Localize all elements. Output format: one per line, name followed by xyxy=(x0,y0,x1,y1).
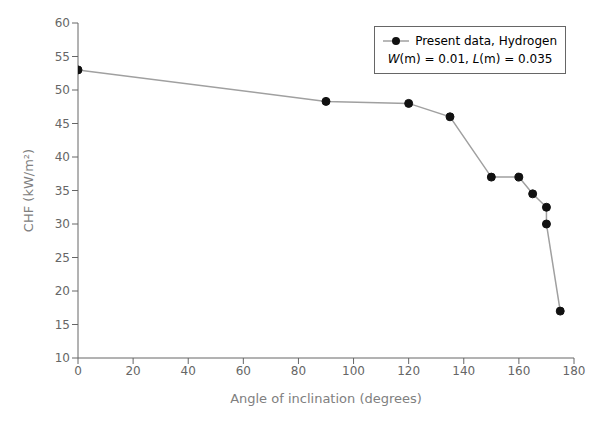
svg-text:80: 80 xyxy=(291,364,306,378)
svg-text:100: 100 xyxy=(342,364,365,378)
html-text:W (m) = 0.01, L (m) = 0.035: W (m) = 0.01, L (m) = 0.035 xyxy=(387,52,553,66)
svg-text:60: 60 xyxy=(55,16,70,30)
svg-text:180: 180 xyxy=(563,364,586,378)
svg-text:40: 40 xyxy=(55,150,70,164)
svg-text:15: 15 xyxy=(55,318,70,332)
svg-text:55: 55 xyxy=(55,50,70,64)
svg-text:CHF (kW/m²): CHF (kW/m²) xyxy=(21,149,36,232)
svg-text:25: 25 xyxy=(55,251,70,265)
svg-text:120: 120 xyxy=(397,364,420,378)
svg-text:30: 30 xyxy=(55,217,70,231)
svg-text:40: 40 xyxy=(181,364,196,378)
svg-text:0: 0 xyxy=(74,364,82,378)
svg-text:20: 20 xyxy=(125,364,140,378)
svg-text:20: 20 xyxy=(55,284,70,298)
svg-text:60: 60 xyxy=(236,364,251,378)
svg-text:45: 45 xyxy=(55,117,70,131)
html-text:Present data, Hydrogen: Present data, Hydrogen xyxy=(415,34,557,48)
svg-text:160: 160 xyxy=(507,364,530,378)
svg-text:140: 140 xyxy=(452,364,475,378)
svg-text:10: 10 xyxy=(55,351,70,365)
svg-text:35: 35 xyxy=(55,184,70,198)
svg-text:Angle of inclination (degrees): Angle of inclination (degrees) xyxy=(230,391,422,406)
svg-text:50: 50 xyxy=(55,83,70,97)
